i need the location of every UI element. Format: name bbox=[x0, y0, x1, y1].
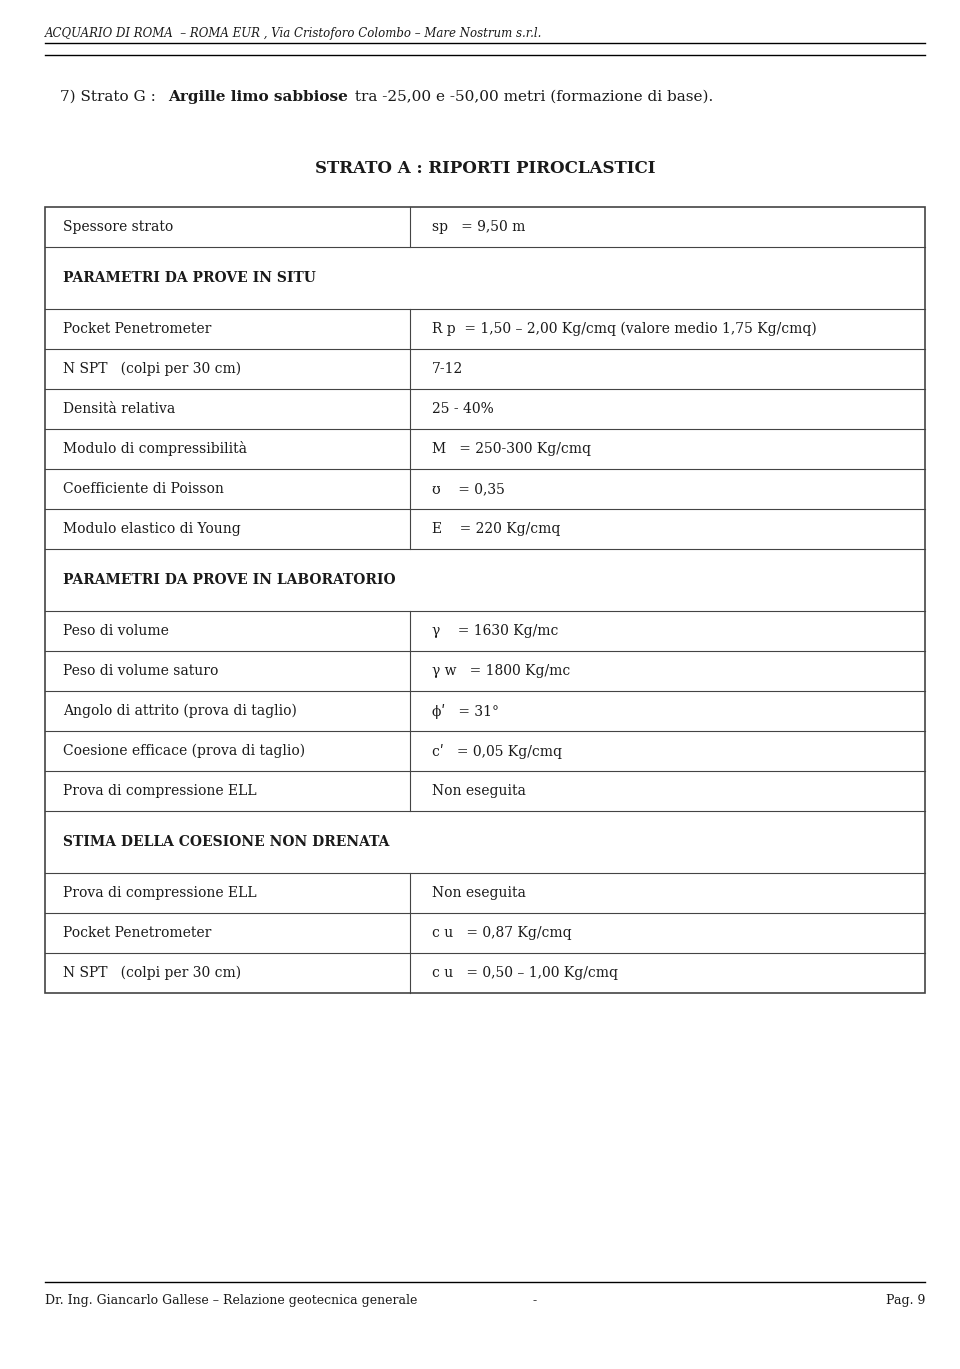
Text: Argille limo sabbiose: Argille limo sabbiose bbox=[168, 90, 348, 104]
Text: PARAMETRI DA PROVE IN LABORATORIO: PARAMETRI DA PROVE IN LABORATORIO bbox=[63, 574, 396, 587]
Text: Pocket Penetrometer: Pocket Penetrometer bbox=[63, 925, 211, 941]
Text: STRATO A : RIPORTI PIROCLASTICI: STRATO A : RIPORTI PIROCLASTICI bbox=[315, 160, 656, 177]
Text: N SPT   (colpi per 30 cm): N SPT (colpi per 30 cm) bbox=[63, 965, 241, 980]
Text: Modulo di compressibilità: Modulo di compressibilità bbox=[63, 441, 247, 456]
Text: ϕʹ   = 31°: ϕʹ = 31° bbox=[432, 704, 499, 719]
Text: Modulo elastico di Young: Modulo elastico di Young bbox=[63, 522, 241, 537]
Text: -: - bbox=[533, 1294, 537, 1307]
Text: Non eseguita: Non eseguita bbox=[432, 784, 526, 798]
Text: Peso di volume: Peso di volume bbox=[63, 624, 169, 638]
Text: ACQUARIO DI ROMA  – ROMA EUR , Via Cristoforo Colombo – Mare Nostrum s.r.l.: ACQUARIO DI ROMA – ROMA EUR , Via Cristo… bbox=[45, 27, 542, 40]
Text: Pag. 9: Pag. 9 bbox=[886, 1294, 925, 1307]
Text: Peso di volume saturo: Peso di volume saturo bbox=[63, 664, 218, 678]
Text: c u   = 0,50 – 1,00 Kg/cmq: c u = 0,50 – 1,00 Kg/cmq bbox=[432, 967, 618, 980]
Text: E    = 220 Kg/cmq: E = 220 Kg/cmq bbox=[432, 522, 561, 537]
Text: ʊ    = 0,35: ʊ = 0,35 bbox=[432, 482, 505, 496]
Text: Angolo di attrito (prova di taglio): Angolo di attrito (prova di taglio) bbox=[63, 704, 297, 719]
Text: tra -25,00 e -50,00 metri (formazione di base).: tra -25,00 e -50,00 metri (formazione di… bbox=[350, 90, 713, 104]
Text: PARAMETRI DA PROVE IN SITU: PARAMETRI DA PROVE IN SITU bbox=[63, 271, 316, 285]
Text: R p  = 1,50 – 2,00 Kg/cmq (valore medio 1,75 Kg/cmq): R p = 1,50 – 2,00 Kg/cmq (valore medio 1… bbox=[432, 322, 817, 337]
Text: 7-12: 7-12 bbox=[432, 361, 464, 376]
Text: Non eseguita: Non eseguita bbox=[432, 886, 526, 899]
Text: Spessore strato: Spessore strato bbox=[63, 220, 173, 234]
Text: Prova di compressione ELL: Prova di compressione ELL bbox=[63, 886, 256, 899]
Text: Coefficiente di Poisson: Coefficiente di Poisson bbox=[63, 482, 224, 496]
Text: c u   = 0,87 Kg/cmq: c u = 0,87 Kg/cmq bbox=[432, 925, 572, 941]
Text: 7) Strato G :: 7) Strato G : bbox=[60, 90, 160, 104]
Text: 25 - 40%: 25 - 40% bbox=[432, 402, 494, 416]
Text: cʹ   = 0,05 Kg/cmq: cʹ = 0,05 Kg/cmq bbox=[432, 743, 563, 758]
Text: γ w   = 1800 Kg/mc: γ w = 1800 Kg/mc bbox=[432, 664, 570, 678]
Text: M   = 250-300 Kg/cmq: M = 250-300 Kg/cmq bbox=[432, 442, 591, 456]
Text: STIMA DELLA COESIONE NON DRENATA: STIMA DELLA COESIONE NON DRENATA bbox=[63, 835, 390, 849]
Text: Pocket Penetrometer: Pocket Penetrometer bbox=[63, 322, 211, 335]
Text: sp   = 9,50 m: sp = 9,50 m bbox=[432, 220, 525, 234]
Text: Coesione efficace (prova di taglio): Coesione efficace (prova di taglio) bbox=[63, 743, 305, 758]
Text: Prova di compressione ELL: Prova di compressione ELL bbox=[63, 784, 256, 798]
Text: N SPT   (colpi per 30 cm): N SPT (colpi per 30 cm) bbox=[63, 361, 241, 376]
Bar bbox=[45, 207, 925, 993]
Text: Densità relativa: Densità relativa bbox=[63, 402, 176, 416]
Text: Dr. Ing. Giancarlo Gallese – Relazione geotecnica generale: Dr. Ing. Giancarlo Gallese – Relazione g… bbox=[45, 1294, 418, 1307]
Text: γ    = 1630 Kg/mc: γ = 1630 Kg/mc bbox=[432, 624, 559, 638]
